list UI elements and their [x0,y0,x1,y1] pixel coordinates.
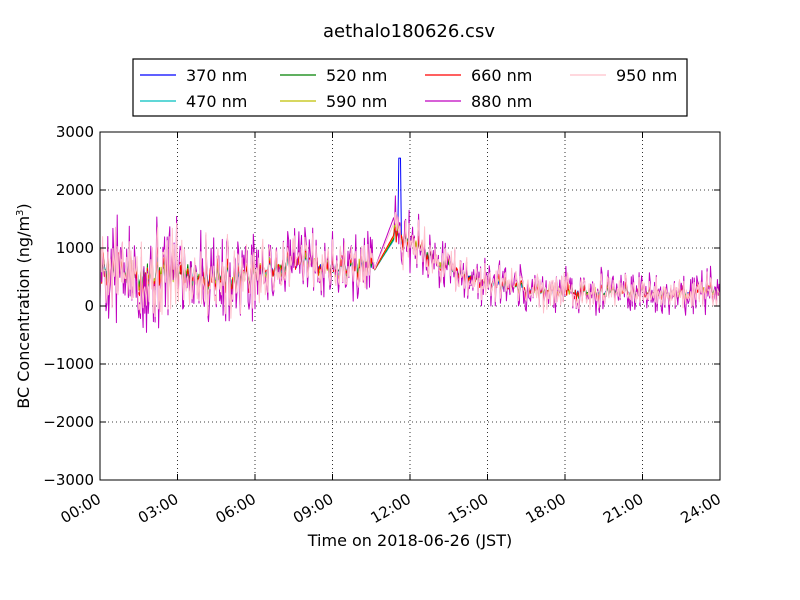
y-axis-label: BC Concentration (ng/m3) [14,203,33,408]
legend-label-590-nm: 590 nm [326,92,387,111]
y-axis-label-main: BC Concentration (ng/m [14,216,33,409]
y-axis-label-end: ) [14,203,33,209]
legend-label-880-nm: 880 nm [471,92,532,111]
series-line-880-nm [100,195,720,333]
grid [100,132,720,480]
y-tick-label: 2000 [56,181,94,199]
legend-label-470-nm: 470 nm [186,92,247,111]
series-group [100,157,720,333]
y-tick-label: 0 [84,297,94,315]
legend: 370 nm 470 nm 520 nm 590 nm 660 nm 880 nm 950 … [132,58,688,117]
chart-title: aethalo180626.csv [323,21,495,42]
y-tick-label: −3000 [43,471,94,489]
legend-label-660-nm: 660 nm [471,66,532,85]
y-axis-label-sup: 3 [15,210,26,216]
y-tick-label: 3000 [56,123,94,141]
series-line-950-nm [100,211,720,319]
y-tick-label: −1000 [43,355,94,373]
y-tick-label: 1000 [56,239,94,257]
y-tick-label: −2000 [43,413,94,431]
legend-label-370-nm: 370 nm [186,66,247,85]
legend-label-520-nm: 520 nm [326,66,387,85]
legend-label-950-nm: 950 nm [616,66,677,85]
x-axis-label: Time on 2018-06-26 (JST) [307,531,512,550]
legend-frame [132,58,688,117]
